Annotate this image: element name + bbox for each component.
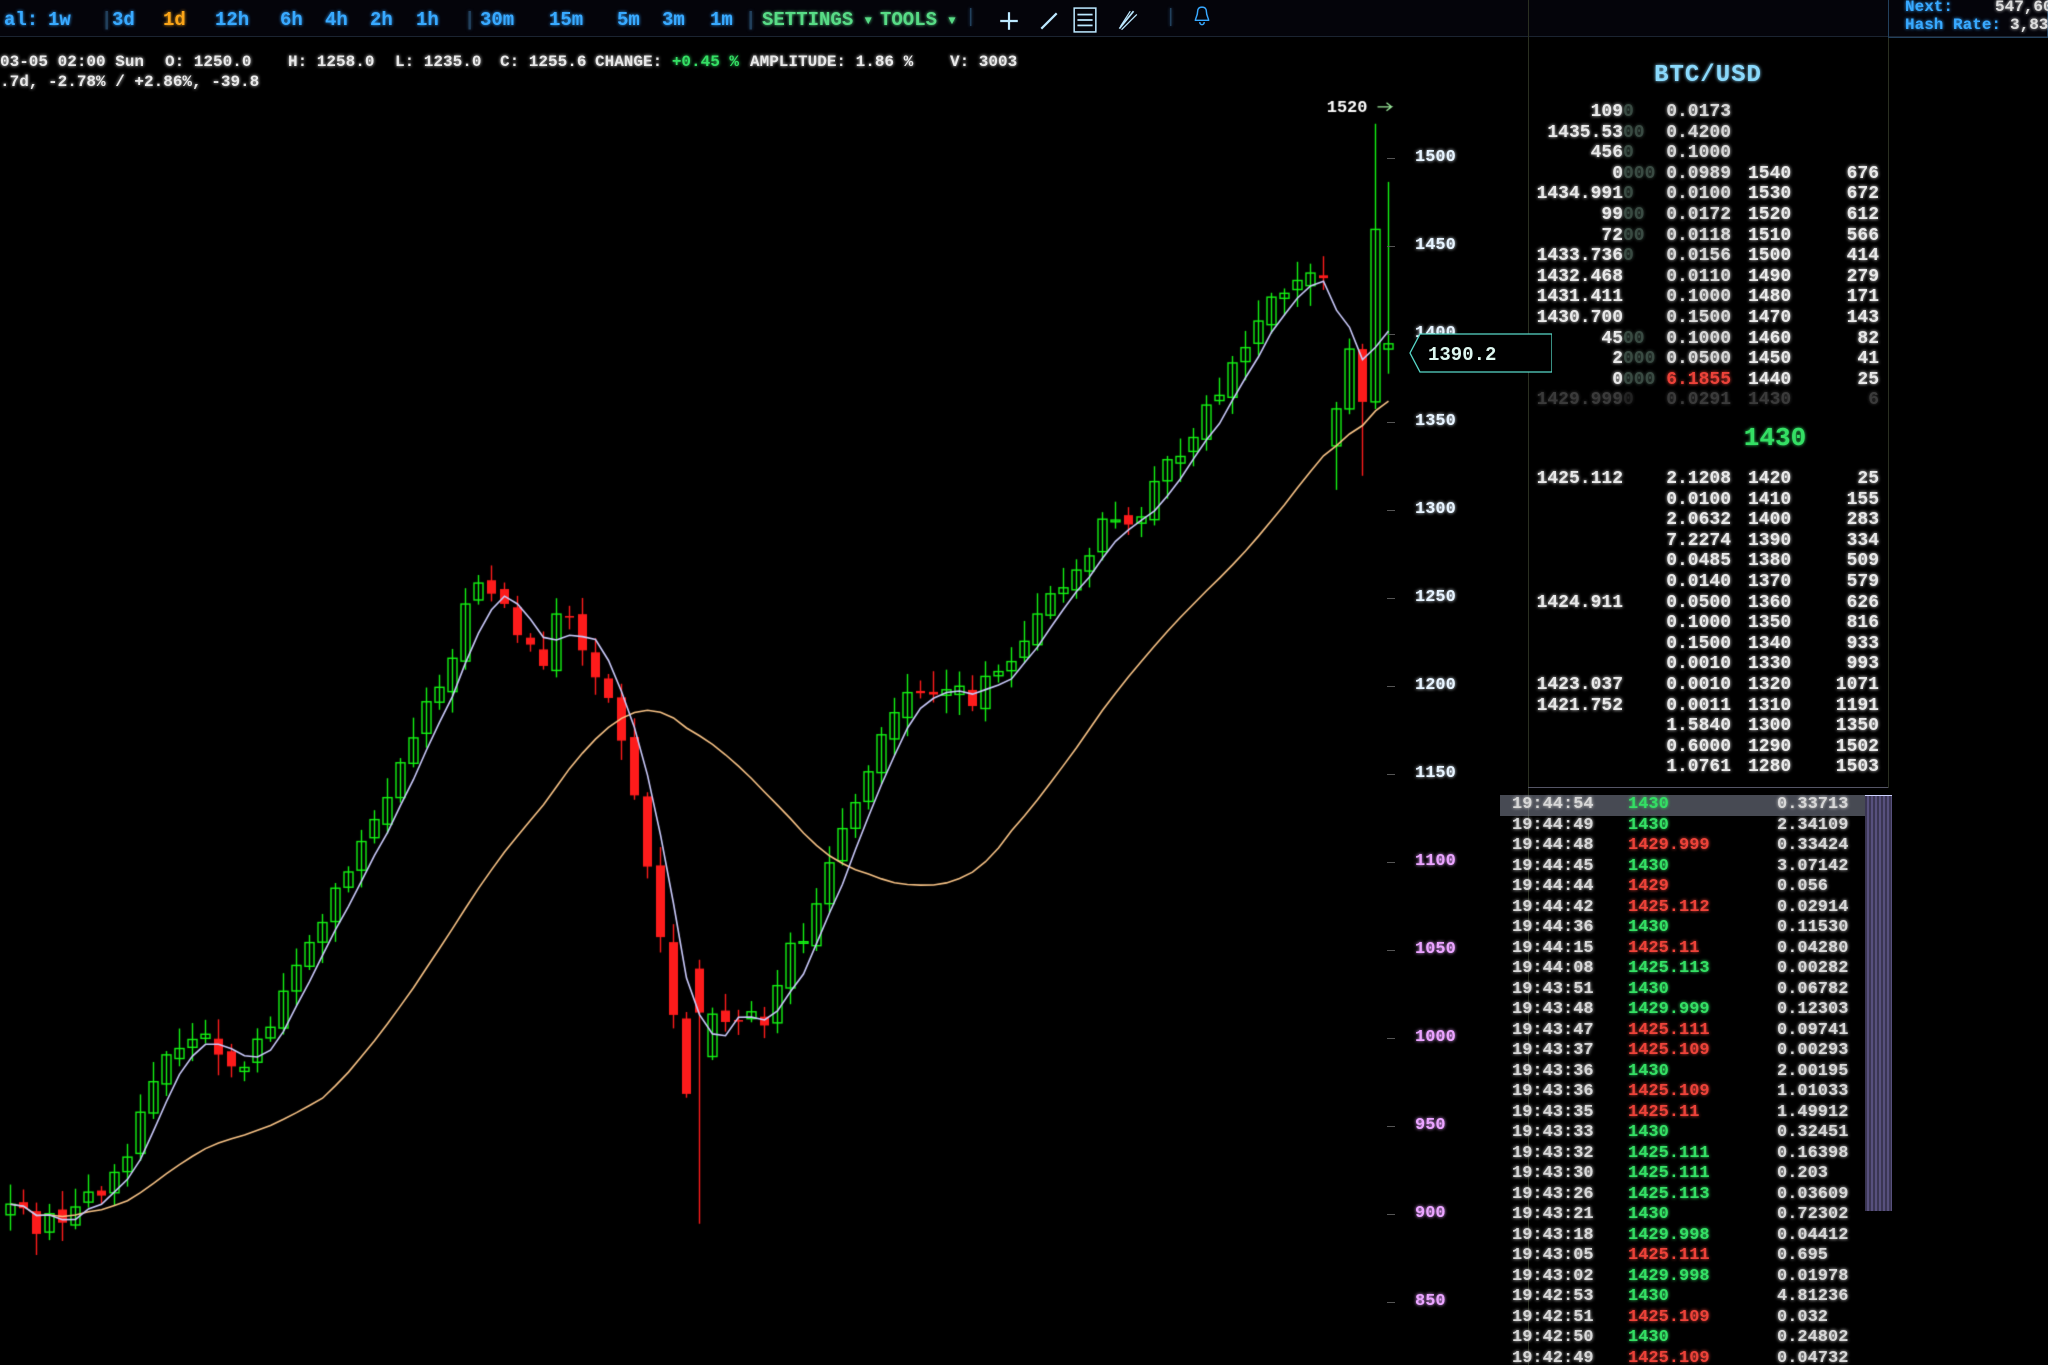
svg-text:1390.2: 1390.2	[1428, 344, 1496, 366]
